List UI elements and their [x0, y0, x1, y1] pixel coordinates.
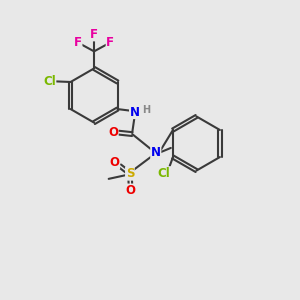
- Text: N: N: [151, 146, 161, 159]
- Text: O: O: [110, 156, 120, 169]
- Text: O: O: [125, 184, 136, 197]
- Text: Cl: Cl: [158, 167, 170, 180]
- Text: F: F: [90, 28, 98, 41]
- Text: S: S: [126, 167, 134, 180]
- Text: H: H: [142, 105, 150, 115]
- Text: N: N: [130, 106, 140, 118]
- Text: O: O: [108, 126, 118, 139]
- Text: Cl: Cl: [43, 75, 56, 88]
- Text: F: F: [106, 36, 114, 49]
- Text: F: F: [74, 36, 82, 49]
